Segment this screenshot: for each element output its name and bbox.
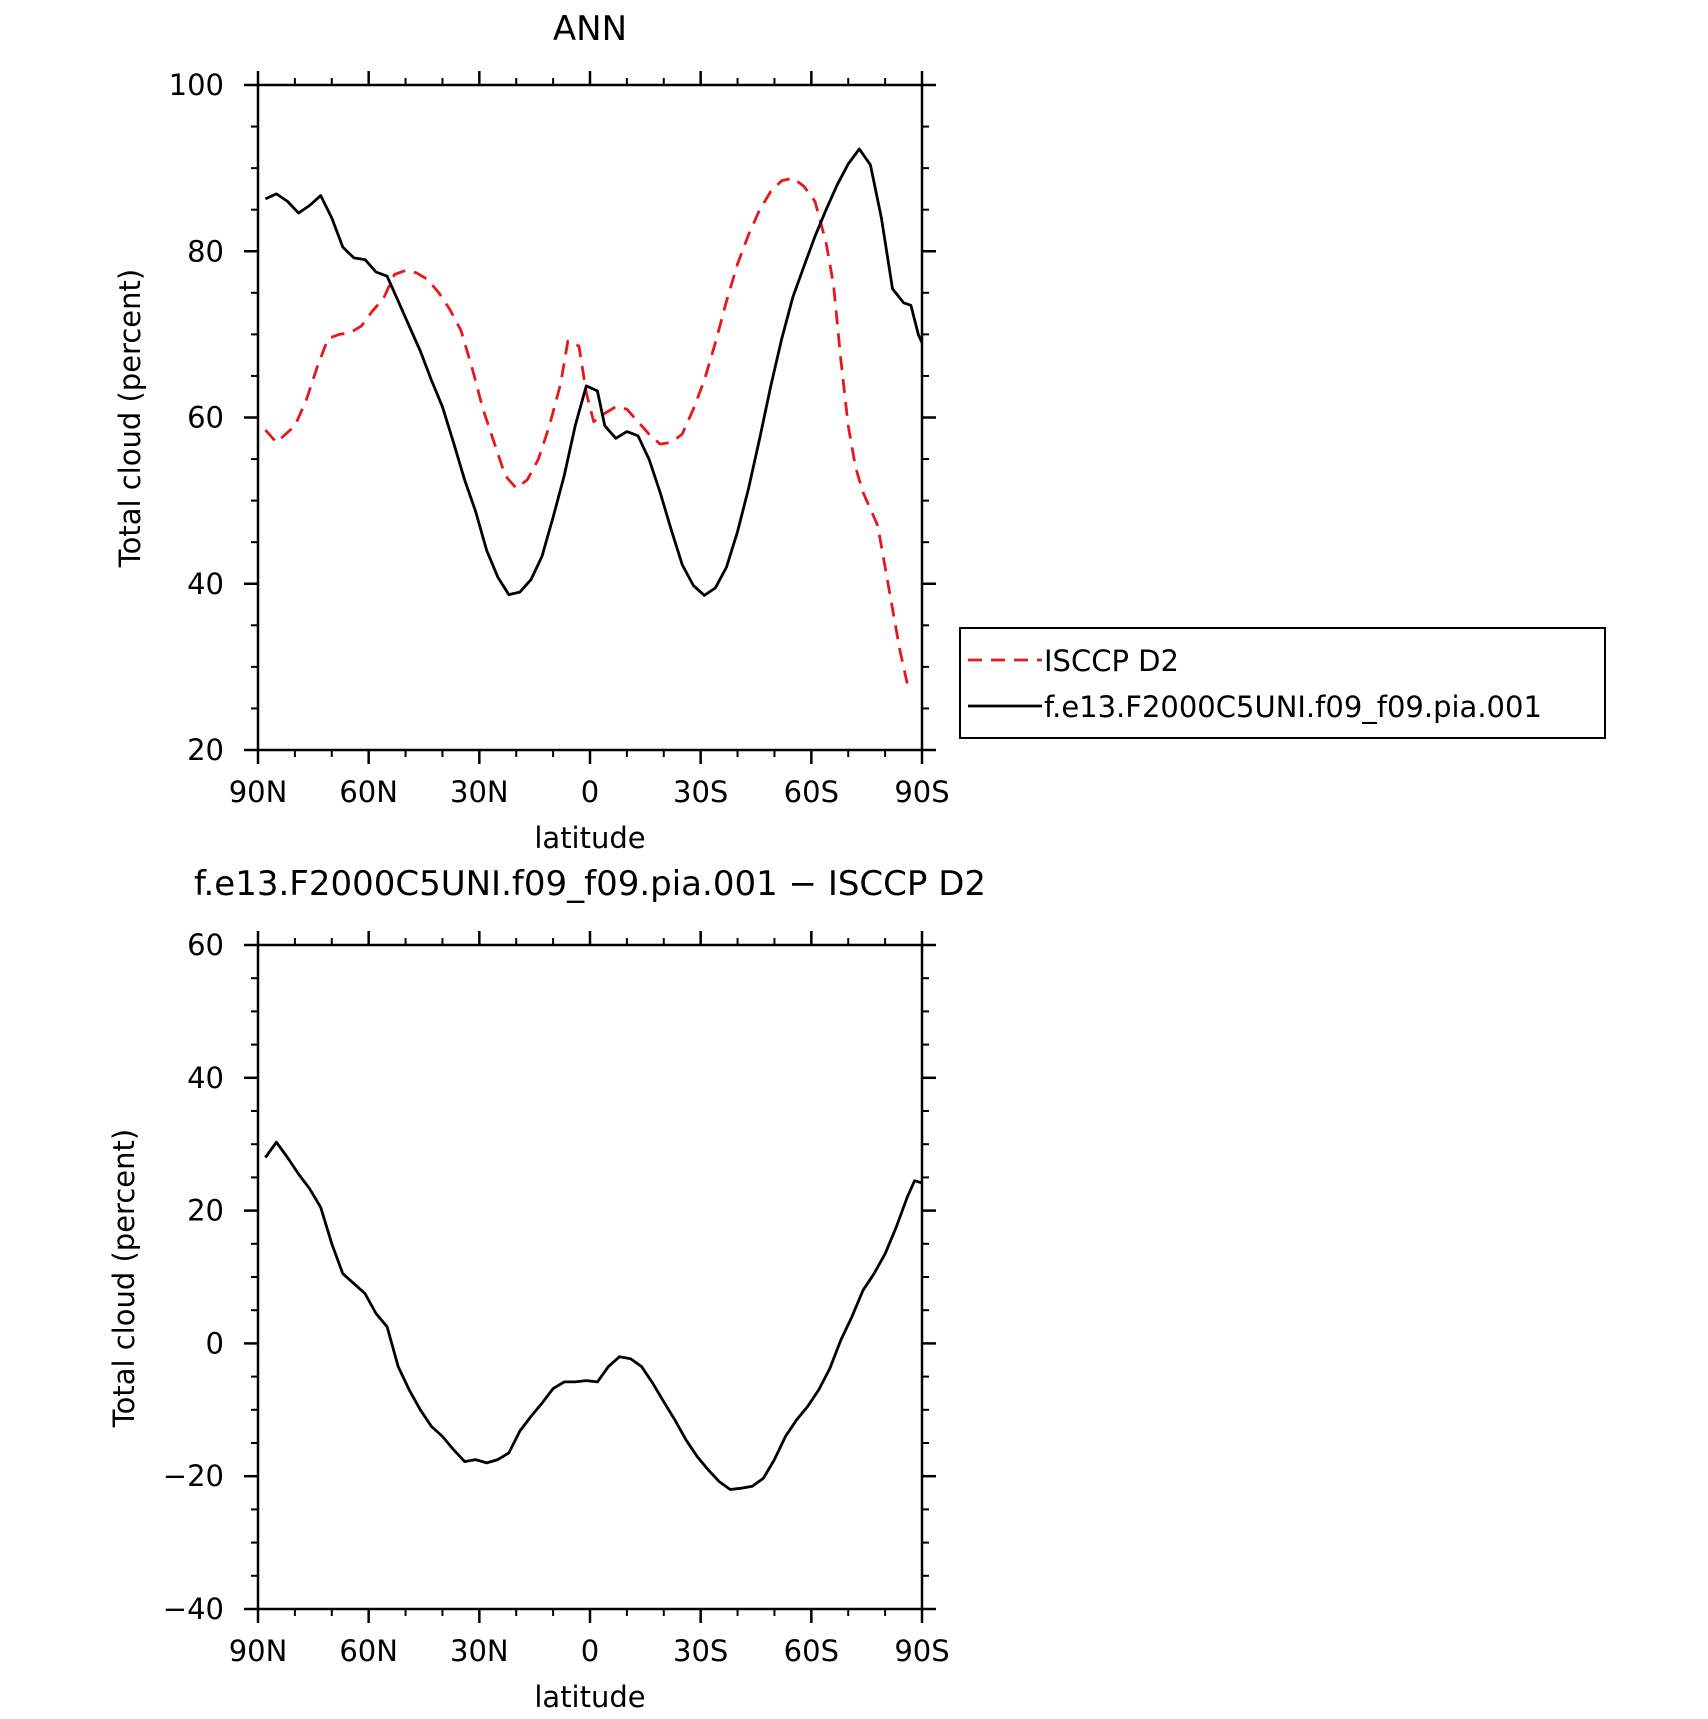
y-tick-label: 60 — [187, 928, 224, 962]
bottom-panel: 90N 60N 30N 0 30S 60S 90S −40 −20 0 20 40 60 f.e13.F2… — [107, 864, 986, 1714]
x-tick-label: 30N — [450, 775, 509, 809]
x-tick-label: 90S — [894, 775, 949, 809]
y-tick-label: 20 — [187, 1194, 224, 1228]
series-line-1 — [264, 147, 922, 597]
x-tick-label: 30S — [673, 1634, 728, 1668]
plot-frame — [256, 943, 924, 1611]
x-tick-label: 60N — [339, 1634, 398, 1668]
x-axis-label: latitude — [534, 821, 645, 855]
series-line-0 — [264, 176, 909, 684]
x-tick-label: 30S — [673, 775, 728, 809]
x-axis-label: latitude — [534, 1680, 645, 1714]
x-tick-label: 0 — [581, 775, 599, 809]
y-tick-label: 80 — [187, 234, 224, 268]
x-tick-label: 90S — [894, 1634, 949, 1668]
x-tick-label: 60S — [784, 775, 839, 809]
chart-title: f.e13.F2000C5UNI.f09_f09.pia.001 − ISCCP… — [194, 864, 986, 904]
legend: ISCCP D2 f.e13.F2000C5UNI.f09_f09.pia.001 — [959, 627, 1606, 739]
y-axis-label: Total cloud (percent) — [107, 1129, 141, 1428]
y-tick-label: −40 — [163, 1592, 224, 1626]
y-tick-label: 0 — [206, 1326, 224, 1360]
y-tick-label: 40 — [187, 1061, 224, 1095]
plot-frame — [256, 83, 924, 752]
x-tick-label: 0 — [581, 1634, 599, 1668]
y-tick-label: 40 — [187, 567, 224, 601]
y-axis-label: Total cloud (percent) — [113, 269, 147, 568]
chart-title: ANN — [553, 9, 627, 49]
x-tick-label: 90N — [229, 1634, 288, 1668]
x-tick-label: 60S — [784, 1634, 839, 1668]
legend-entry-label: f.e13.F2000C5UNI.f09_f09.pia.001 — [1044, 690, 1542, 724]
y-tick-label: 20 — [187, 733, 224, 767]
series-line-0 — [264, 1140, 922, 1491]
top-panel: 90N 60N 30N 0 30S 60S 90S 20 40 60 80 100 ANN latitud… — [113, 9, 950, 855]
x-tick-label: 30N — [450, 1634, 509, 1668]
y-tick-label: 60 — [187, 401, 224, 435]
y-tick-label: 100 — [169, 68, 224, 102]
x-tick-label: 90N — [229, 775, 288, 809]
y-tick-label: −20 — [163, 1459, 224, 1493]
legend-entry-label: ISCCP D2 — [1044, 644, 1179, 678]
legend-box — [959, 627, 1606, 739]
x-tick-label: 60N — [339, 775, 398, 809]
